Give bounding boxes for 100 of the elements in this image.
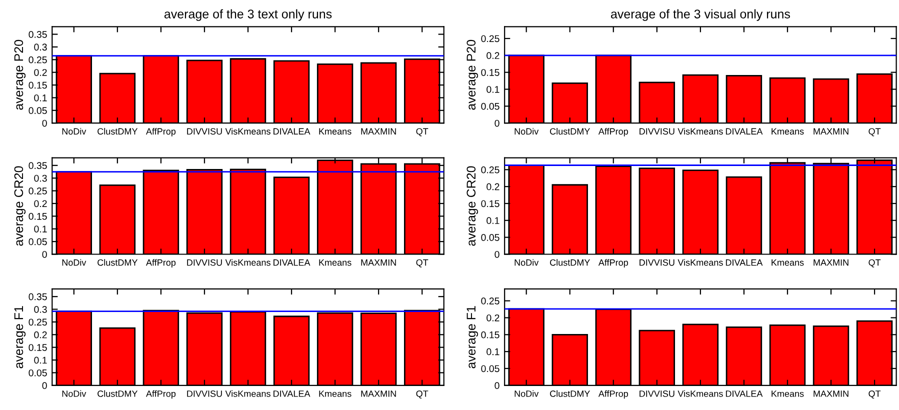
x-tick-label: ClustDMY (98, 390, 138, 397)
y-tick-label: 0.1 (486, 348, 500, 356)
y-tick-label: 0.25 (481, 166, 500, 174)
y-tick-label: 0.1 (486, 217, 500, 224)
y-tick-label: 0.05 (28, 369, 47, 376)
y-tick-label: 0.25 (28, 56, 47, 64)
y-tick-label: 0.2 (486, 52, 500, 60)
x-tick-label: QT (868, 390, 881, 399)
x-tick-label: QT (416, 390, 428, 399)
x-tick-label: NoDiv (62, 128, 86, 135)
y-tick-label: 0.2 (486, 183, 500, 190)
y-tick-label: 0.15 (481, 331, 500, 338)
x-tick-label: NoDiv (514, 390, 539, 397)
y-tick-label: 0.15 (481, 200, 500, 208)
x-tick-label: DIVVISU (187, 259, 222, 266)
y-axis-title: average F1 (14, 306, 26, 368)
x-tick-label: NoDiv (514, 128, 539, 135)
x-tick-label: VisKmeans (225, 390, 270, 397)
y-tick-label: 0.25 (28, 318, 47, 326)
y-tick-label: 0 (494, 382, 500, 390)
y-tick-label: 0.3 (34, 174, 47, 182)
y-tick-label: 0.05 (481, 365, 500, 372)
x-tick-label: AffProp (146, 259, 176, 268)
x-tick-label: QT (868, 259, 881, 268)
x-tick-label: QT (868, 128, 881, 136)
x-tick-label: DIVVISU (640, 390, 674, 397)
x-tick-label: DIVALEA (726, 259, 763, 266)
y-tick-label: 0.05 (28, 107, 47, 114)
x-tick-label: AffProp (146, 390, 176, 399)
y-tick-label: 0 (494, 250, 500, 258)
y-tick-label: 0 (42, 120, 47, 127)
y-tick-label: 0.3 (34, 306, 47, 313)
x-tick-label: DIVALEA (726, 128, 763, 134)
y-tick-label: 0.25 (481, 298, 500, 304)
y-axis-title: average CR20 (466, 166, 478, 246)
x-tick-label: AffProp (146, 128, 176, 136)
x-tick-label: MAXMIN (361, 259, 396, 266)
x-tick-label: VisKmeans (678, 259, 723, 266)
x-tick-label: QT (416, 128, 428, 136)
x-tick-label: NoDiv (514, 259, 539, 266)
x-tick-label: VisKmeans (225, 259, 270, 266)
x-tick-label: MAXMIN (814, 259, 848, 266)
x-tick-label: Kmeans (772, 390, 804, 397)
x-tick-label: Kmeans (319, 128, 352, 135)
x-tick-label: DIVVISU (187, 390, 222, 397)
x-tick-label: DIVVISU (187, 128, 222, 135)
x-tick-label: DIVALEA (274, 390, 310, 397)
x-tick-label: Kmeans (772, 259, 804, 266)
x-tick-label: Kmeans (772, 128, 804, 135)
y-tick-label: 0.2 (486, 314, 500, 322)
y-tick-label: 0.15 (28, 344, 47, 351)
chart-title: average of the 3 text only runs (164, 9, 332, 21)
x-tick-label: QT (416, 259, 428, 268)
y-tick-label: 0 (42, 250, 47, 258)
y-axis-title: average P20 (466, 40, 478, 110)
x-tick-label: ClustDMY (550, 128, 590, 135)
y-tick-label: 0 (42, 382, 47, 390)
y-tick-label: 0.15 (481, 69, 500, 76)
x-tick-label: DIVVISU (640, 259, 674, 266)
x-tick-label: Kmeans (319, 259, 352, 266)
y-tick-label: 0.1 (34, 356, 47, 364)
chart-title: average of the 3 visual only runs (610, 9, 790, 21)
y-tick-label: 0.3 (34, 44, 47, 51)
y-tick-label: 0.25 (28, 188, 47, 194)
x-tick-label: ClustDMY (98, 259, 138, 266)
x-tick-label: ClustDMY (550, 390, 590, 397)
y-tick-label: 0.25 (481, 35, 500, 42)
x-tick-label: ClustDMY (550, 259, 590, 266)
x-tick-label: AffProp (598, 128, 628, 136)
y-axis-title: average P20 (14, 40, 26, 110)
x-tick-label: VisKmeans (678, 128, 723, 135)
y-tick-label: 0.15 (28, 82, 47, 89)
x-tick-label: NoDiv (62, 259, 86, 266)
y-tick-label: 0.05 (481, 102, 500, 110)
x-tick-label: DIVALEA (726, 390, 763, 397)
x-tick-label: MAXMIN (814, 128, 848, 134)
x-tick-label: AffProp (598, 259, 628, 268)
y-tick-label: 0.1 (34, 94, 47, 102)
y-tick-label: 0.1 (34, 226, 47, 232)
x-tick-label: VisKmeans (678, 390, 723, 397)
y-tick-label: 0.2 (34, 331, 47, 338)
y-tick-label: 0.1 (486, 86, 500, 93)
x-tick-label: ClustDMY (98, 128, 138, 135)
x-tick-label: DIVVISU (640, 128, 674, 135)
x-tick-label: MAXMIN (361, 128, 396, 134)
y-tick-label: 0.05 (28, 238, 47, 246)
x-tick-label: DIVALEA (274, 128, 310, 134)
x-tick-label: Kmeans (319, 390, 352, 397)
y-tick-label: 0.35 (28, 293, 47, 300)
x-tick-label: DIVALEA (274, 259, 310, 266)
x-tick-label: AffProp (598, 390, 628, 399)
y-tick-label: 0.2 (34, 69, 47, 76)
x-tick-label: MAXMIN (814, 390, 848, 397)
x-tick-label: NoDiv (62, 390, 86, 397)
y-tick-label: 0.2 (34, 200, 47, 208)
y-tick-label: 0.35 (28, 30, 47, 38)
y-tick-label: 0.15 (28, 212, 47, 220)
y-axis-title: average F1 (466, 306, 478, 368)
y-tick-label: 0 (494, 120, 500, 127)
x-tick-label: MAXMIN (361, 390, 396, 397)
